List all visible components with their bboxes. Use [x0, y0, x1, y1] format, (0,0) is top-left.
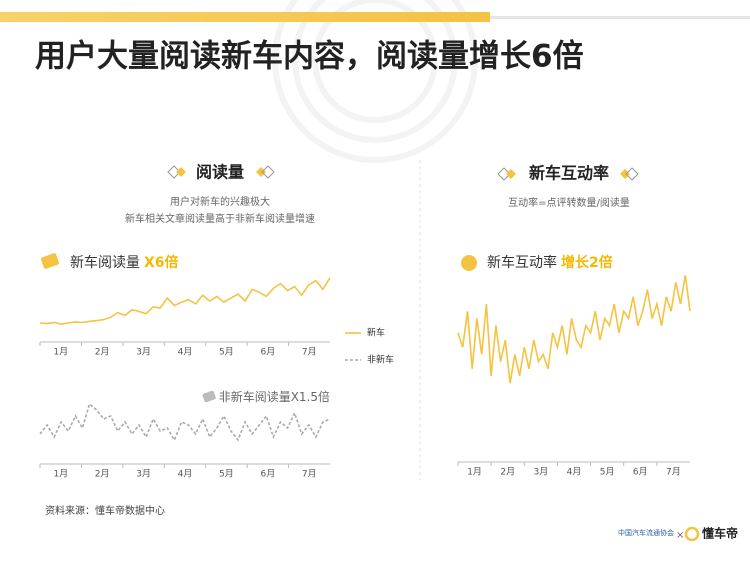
x-tick-label: 2月: [95, 469, 110, 480]
x-tick-label: 2月: [500, 467, 515, 478]
x-tick-label: 7月: [666, 467, 681, 478]
top-line: [490, 16, 750, 19]
icon: [202, 390, 216, 403]
chart-title-text: 新车互动率: [487, 254, 557, 271]
logo-left: 中国汽车流通协会: [618, 528, 674, 537]
chart-highlight: X6倍: [144, 254, 179, 271]
legend-label: 非新车: [367, 354, 394, 366]
x-tick-label: 3月: [136, 347, 151, 358]
section-desc: 新车相关文章阅读量高于非新车阅读量增速: [125, 212, 315, 225]
logo-right: 懂车帝: [701, 526, 738, 541]
source: 资料来源：懂车帝数据中心: [45, 504, 165, 517]
chart-title-text: 新车阅读量: [70, 254, 140, 271]
chart-title: 新车互动率 增长2倍: [487, 254, 613, 271]
heading-right-deco: [497, 167, 639, 181]
x-tick-label: 2月: [95, 347, 110, 358]
chart-title: 非新车阅读量X1.5倍: [219, 389, 330, 404]
heading-left-deco: [167, 165, 275, 179]
line-series: [39, 277, 331, 326]
chart-title: 新车阅读量 X6倍: [70, 254, 179, 271]
x-tick-label: 5月: [219, 469, 234, 480]
icon: [40, 253, 60, 269]
x-tick-label: 3月: [136, 469, 151, 480]
chart-title-text: 非新车阅读量X1.5倍: [219, 389, 330, 404]
logo-sep: ×: [676, 530, 684, 541]
x-tick-label: 1月: [53, 347, 68, 358]
legend-label: 新车: [367, 327, 385, 339]
logo-icon: [684, 526, 700, 542]
section-heading: 新车互动率: [529, 164, 609, 183]
x-tick-label: 4月: [178, 469, 193, 480]
icon: [461, 255, 477, 271]
section-desc: 用户对新车的兴趣极大: [170, 195, 270, 208]
chart-highlight: 增长2倍: [561, 254, 613, 271]
x-tick-label: 6月: [260, 469, 275, 480]
x-tick-label: 5月: [219, 347, 234, 358]
x-tick-label: 4月: [567, 467, 582, 478]
section-desc: 互动率=点评转数量/阅读量: [508, 196, 630, 209]
x-tick-label: 5月: [600, 467, 615, 478]
top-bar: [0, 12, 490, 22]
slide-title: 用户大量阅读新车内容，阅读量增长6倍: [35, 39, 584, 75]
x-tick-label: 6月: [260, 347, 275, 358]
x-tick-label: 7月: [302, 469, 317, 480]
line-series: [39, 402, 331, 442]
x-tick-label: 7月: [302, 347, 317, 358]
x-tick-label: 3月: [533, 467, 548, 478]
x-tick-label: 1月: [53, 469, 68, 480]
section-heading: 阅读量: [196, 163, 244, 182]
x-tick-label: 4月: [178, 347, 193, 358]
line-series: [457, 275, 691, 384]
x-tick-label: 6月: [633, 467, 648, 478]
decoration: [272, 0, 478, 163]
x-tick-label: 1月: [467, 467, 482, 478]
